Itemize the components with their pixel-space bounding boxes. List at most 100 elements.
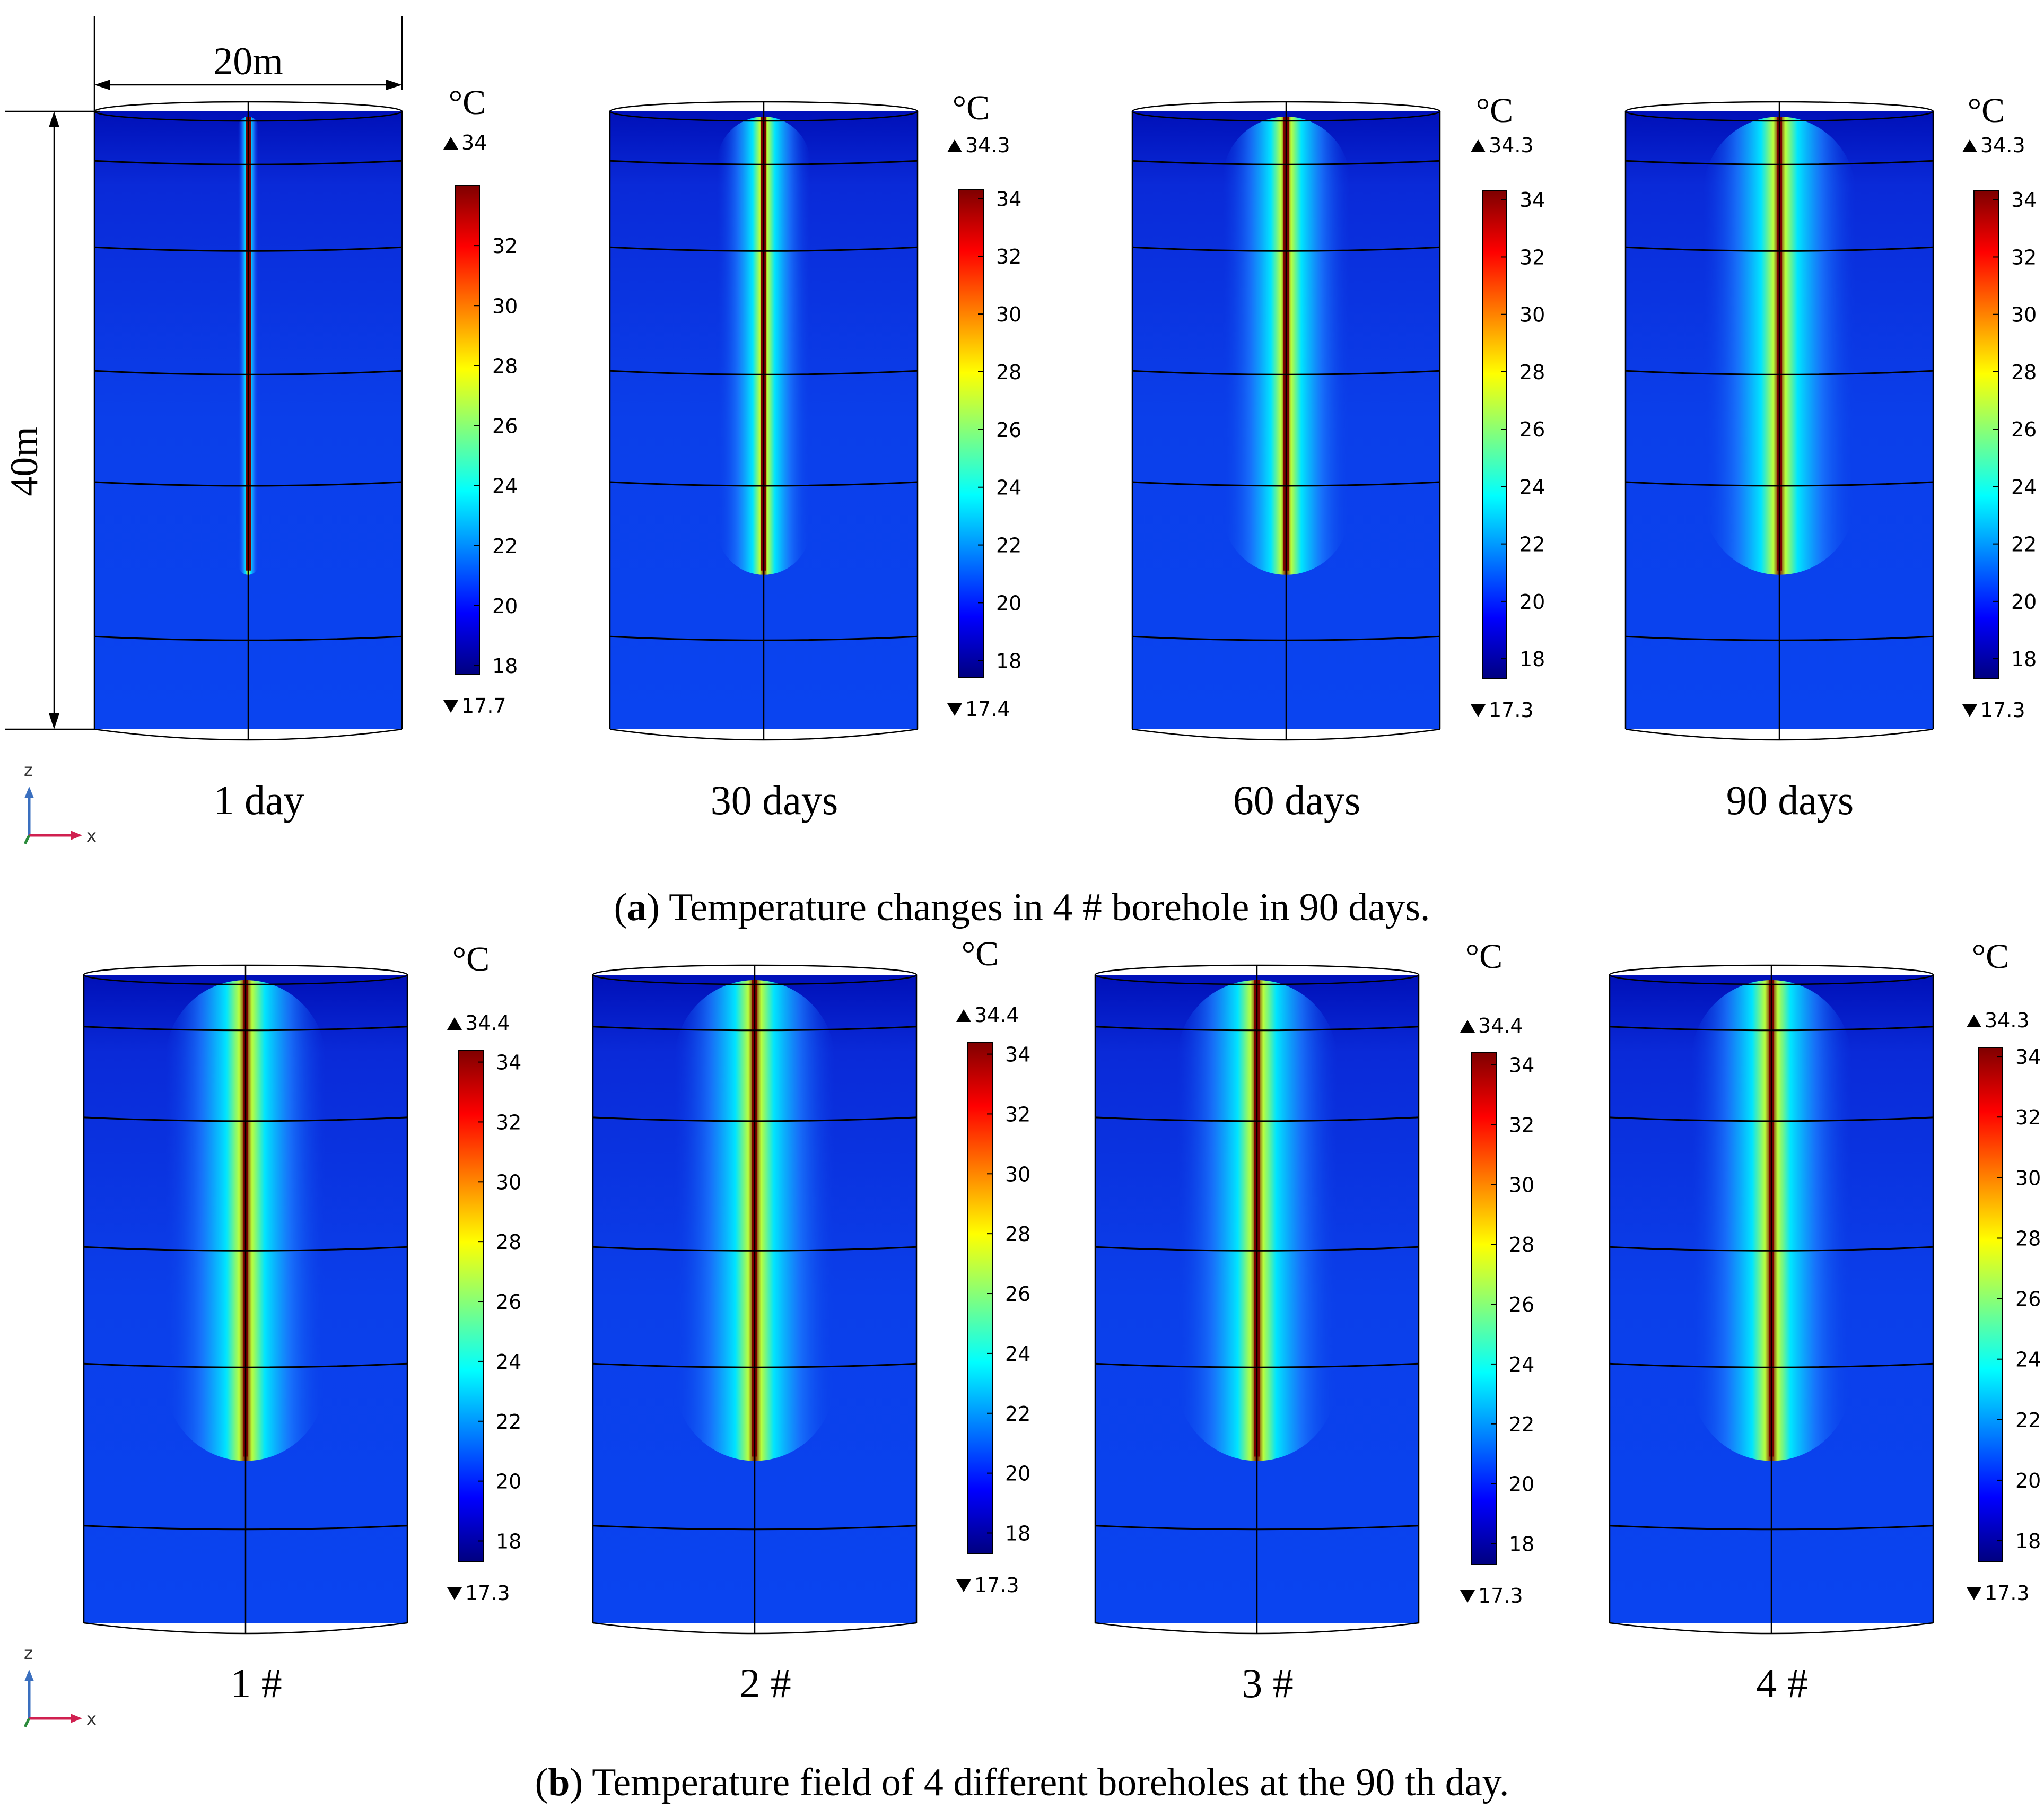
caption-paren-open: ( bbox=[535, 1761, 548, 1804]
y-axis-arrow bbox=[23, 1717, 31, 1728]
height-arrow-bottom-icon bbox=[49, 713, 59, 729]
colorbar-tick-label: 34 bbox=[1509, 1054, 1534, 1077]
colorbar-tick-label: 24 bbox=[1509, 1353, 1534, 1376]
plot-a-3: 60 days °C 34.3 34 32 30 28 26 24 22 20 18 17.3 bbox=[1131, 91, 1545, 823]
colorbar-tick-label: 30 bbox=[1519, 303, 1545, 327]
colorbar-unit: °C bbox=[449, 83, 486, 122]
colorbar-tick-label: 32 bbox=[2011, 246, 2037, 269]
min-triangle-icon bbox=[1471, 704, 1486, 717]
colorbar-tick-label: 34 bbox=[2015, 1045, 2041, 1069]
panel-caption: (a) Temperature changes in 4 # borehole … bbox=[614, 886, 1430, 929]
colorbar-tick-label: 34 bbox=[996, 187, 1021, 211]
plot-label: 30 days bbox=[711, 777, 838, 823]
colorbar-tick-label: 32 bbox=[2015, 1106, 2041, 1129]
colorbar-max-label: 34.3 bbox=[1980, 134, 2025, 157]
height-arrow-top-icon bbox=[49, 111, 59, 127]
colorbar-tick-label: 34 bbox=[1519, 188, 1545, 212]
colorbar-tick-label: 20 bbox=[496, 1470, 521, 1493]
plot-label: 60 days bbox=[1233, 777, 1360, 823]
colorbar-tick-label: 26 bbox=[1519, 418, 1545, 441]
colorbar-unit: °C bbox=[1968, 91, 2005, 130]
colorbar-min-label: 17.3 bbox=[1478, 1584, 1523, 1608]
colorbar-min-label: 17.3 bbox=[974, 1574, 1019, 1597]
z-arrow-head-icon bbox=[24, 1670, 34, 1681]
plot-b-2: 2 # °C 34.4 34 32 30 28 26 24 22 20 18 17.3 bbox=[592, 934, 1030, 1706]
colorbar-tick-label: 26 bbox=[2011, 418, 2037, 441]
max-triangle-icon bbox=[1460, 1020, 1475, 1033]
plot-b-1: 1 # °C 34.4 34 32 30 28 26 24 22 20 18 17.3 bbox=[83, 940, 521, 1706]
colorbar-tick-label: 18 bbox=[492, 654, 518, 678]
max-triangle-icon bbox=[956, 1009, 971, 1022]
colorbar-tick-label: 24 bbox=[496, 1350, 521, 1374]
colorbar-tick-label: 28 bbox=[496, 1230, 521, 1254]
colorbar-tick-label: 32 bbox=[1509, 1113, 1534, 1137]
caption-letter: a bbox=[627, 886, 647, 929]
colorbar-bar bbox=[458, 1050, 484, 1562]
colorbar-tick-label: 34 bbox=[496, 1051, 521, 1075]
caption-text: Temperature field of 4 different borehol… bbox=[583, 1761, 1509, 1804]
colorbar-tick-label: 26 bbox=[492, 415, 518, 438]
min-triangle-icon bbox=[956, 1579, 971, 1592]
caption-paren-close: ) bbox=[647, 886, 660, 929]
z-axis-label: z bbox=[24, 760, 33, 780]
colorbar-tick-label: 20 bbox=[1509, 1473, 1534, 1496]
colorbar-tick-label: 18 bbox=[1005, 1522, 1030, 1545]
max-triangle-icon bbox=[443, 137, 458, 150]
min-triangle-icon bbox=[443, 700, 458, 713]
colorbar-tick-label: 30 bbox=[1005, 1163, 1030, 1186]
max-triangle-icon bbox=[1967, 1015, 1981, 1027]
colorbar-max-label: 34.3 bbox=[1489, 134, 1534, 157]
colorbar-tick-label: 28 bbox=[996, 361, 1021, 384]
colorbar-tick-label: 18 bbox=[996, 649, 1021, 672]
colorbar-tick-label: 22 bbox=[2011, 533, 2037, 556]
width-arrow-left-icon bbox=[94, 80, 110, 90]
colorbar-tick-label: 28 bbox=[2011, 361, 2037, 384]
colorbar-tick-label: 34 bbox=[2011, 188, 2037, 212]
colorbar-tick-label: 32 bbox=[996, 245, 1021, 268]
colorbar-tick-label: 32 bbox=[1519, 246, 1545, 269]
colorbar-bar bbox=[455, 185, 480, 675]
colorbar-bar bbox=[967, 1042, 993, 1554]
colorbar-tick-label: 28 bbox=[1519, 361, 1545, 384]
colorbar-tick-label: 28 bbox=[492, 354, 518, 378]
colorbar-tick-label: 24 bbox=[1519, 475, 1545, 499]
z-axis-label: z bbox=[24, 1643, 33, 1663]
colorbar-tick-label: 24 bbox=[2011, 475, 2037, 499]
colorbar-tick-label: 22 bbox=[2015, 1409, 2041, 1432]
axis-triad: zx bbox=[23, 1643, 97, 1729]
x-axis-label: x bbox=[86, 826, 97, 846]
colorbar-tick-label: 26 bbox=[1509, 1293, 1534, 1316]
max-triangle-icon bbox=[447, 1017, 462, 1030]
min-triangle-icon bbox=[947, 703, 962, 716]
max-triangle-icon bbox=[1962, 139, 1977, 152]
colorbar-tick-label: 28 bbox=[1005, 1222, 1030, 1246]
colorbar-bar bbox=[1471, 1052, 1497, 1565]
axis-triad: zx bbox=[23, 760, 97, 846]
colorbar-tick-label: 32 bbox=[496, 1111, 521, 1134]
plot-label: 1 day bbox=[213, 777, 304, 823]
colorbar-tick-label: 24 bbox=[2015, 1348, 2041, 1372]
colorbar-tick-label: 18 bbox=[1519, 648, 1545, 671]
colorbar-tick-label: 20 bbox=[1005, 1462, 1030, 1486]
colorbar-min-label: 17.3 bbox=[465, 1582, 510, 1605]
colorbar-tick-label: 28 bbox=[2015, 1227, 2041, 1250]
min-triangle-icon bbox=[1967, 1587, 1981, 1600]
colorbar-tick-label: 20 bbox=[2015, 1469, 2041, 1492]
plot-a-2: 30 days °C 34.3 34 32 30 28 26 24 22 20 18 17.4 bbox=[609, 89, 1021, 823]
colorbar-bar bbox=[1482, 190, 1507, 679]
height-dimension-label: 40m bbox=[3, 426, 46, 496]
colorbar-tick-label: 18 bbox=[1509, 1532, 1534, 1556]
max-triangle-icon bbox=[1471, 139, 1486, 152]
z-arrow-head-icon bbox=[24, 787, 34, 798]
min-triangle-icon bbox=[447, 1587, 462, 1600]
colorbar-tick-label: 26 bbox=[2015, 1288, 2041, 1311]
colorbar-max-label: 34 bbox=[461, 131, 487, 154]
colorbar-min-label: 17.7 bbox=[461, 694, 506, 718]
colorbar-tick-label: 34 bbox=[1005, 1043, 1030, 1067]
caption-paren-close: ) bbox=[570, 1761, 583, 1804]
colorbar-tick-label: 22 bbox=[996, 534, 1021, 557]
colorbar-min-label: 17.3 bbox=[1489, 698, 1534, 722]
plot-b-3: 3 # °C 34.4 34 32 30 28 26 24 22 20 18 17.3 bbox=[1094, 937, 1534, 1706]
colorbar-tick-label: 26 bbox=[496, 1290, 521, 1314]
